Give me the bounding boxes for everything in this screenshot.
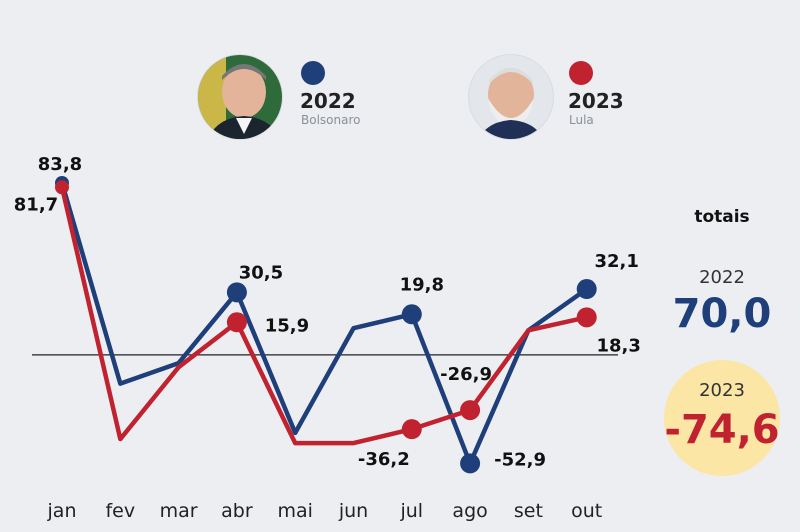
x-tick-out: out [571,500,602,522]
legend-2022: 2022 Bolsonaro [197,54,360,140]
total-2023-highlight [664,360,780,476]
lula-portrait [468,54,554,140]
data-label-2023-jan: 81,7 [14,194,58,215]
data-label-2023-out: 18,3 [596,335,640,356]
x-tick-mai: mai [277,500,312,522]
data-labels: 83,8 81,7 30,5 15,9 19,8 -36,2 -52,9 -26,9 32,1 1… [14,154,641,470]
legend-2023-marker [569,61,593,85]
data-label-2022-ago: -52,9 [494,449,546,470]
x-tick-ago: ago [452,500,487,522]
legend-2023-year: 2023 [568,89,624,113]
data-label-2022-out: 32,1 [594,251,638,272]
data-point-2022-out [576,279,597,300]
bolsonaro-portrait [197,54,283,140]
data-label-2022-jan: 83,8 [38,154,82,175]
x-tick-jun: jun [338,500,368,522]
series-line-2023 [59,186,588,446]
data-point-2022-abr [226,282,247,303]
data-label-2023-abr: 15,9 [265,315,309,336]
x-tick-jul: jul [399,500,423,522]
x-tick-set: set [514,500,543,522]
data-point-2023-jul [401,419,422,440]
total-2022-value: 70,0 [673,291,772,337]
total-2023-year: 2023 [699,380,745,401]
data-label-2022-jul: 19,8 [400,274,444,295]
series-layer [55,175,597,474]
data-point-2023-ago [460,400,481,421]
data-point-2023-abr [226,312,247,333]
total-2022-year: 2022 [699,267,745,288]
legend-2022-marker [301,61,325,85]
totals-title: totais [694,207,749,227]
data-label-2023-jul: -36,2 [358,449,410,470]
data-point-2022-ago [460,453,481,474]
legend-2023: 2023 Lula [468,54,624,140]
totals-panel: totais 2022 70,0 2023 -74,6 [664,207,780,476]
total-2023-value: -74,6 [664,407,779,453]
data-label-2022-abr: 30,5 [239,262,283,283]
data-point-2023-jan [55,180,69,195]
data-point-2022-jul [401,304,422,325]
legend-2023-name: Lula [569,113,594,127]
legend-2022-year: 2022 [300,89,356,113]
x-tick-fev: fev [105,500,135,522]
x-tick-abr: abr [221,500,253,522]
x-axis-ticks: jan fev mar abr mai jun jul ago set out [47,500,603,522]
data-label-2023-ago: -26,9 [440,364,492,385]
x-tick-jan: jan [47,500,77,522]
data-point-2023-out [576,307,597,328]
series-line-2022 [59,182,588,466]
legend-2022-name: Bolsonaro [301,113,360,127]
x-tick-mar: mar [160,500,198,522]
